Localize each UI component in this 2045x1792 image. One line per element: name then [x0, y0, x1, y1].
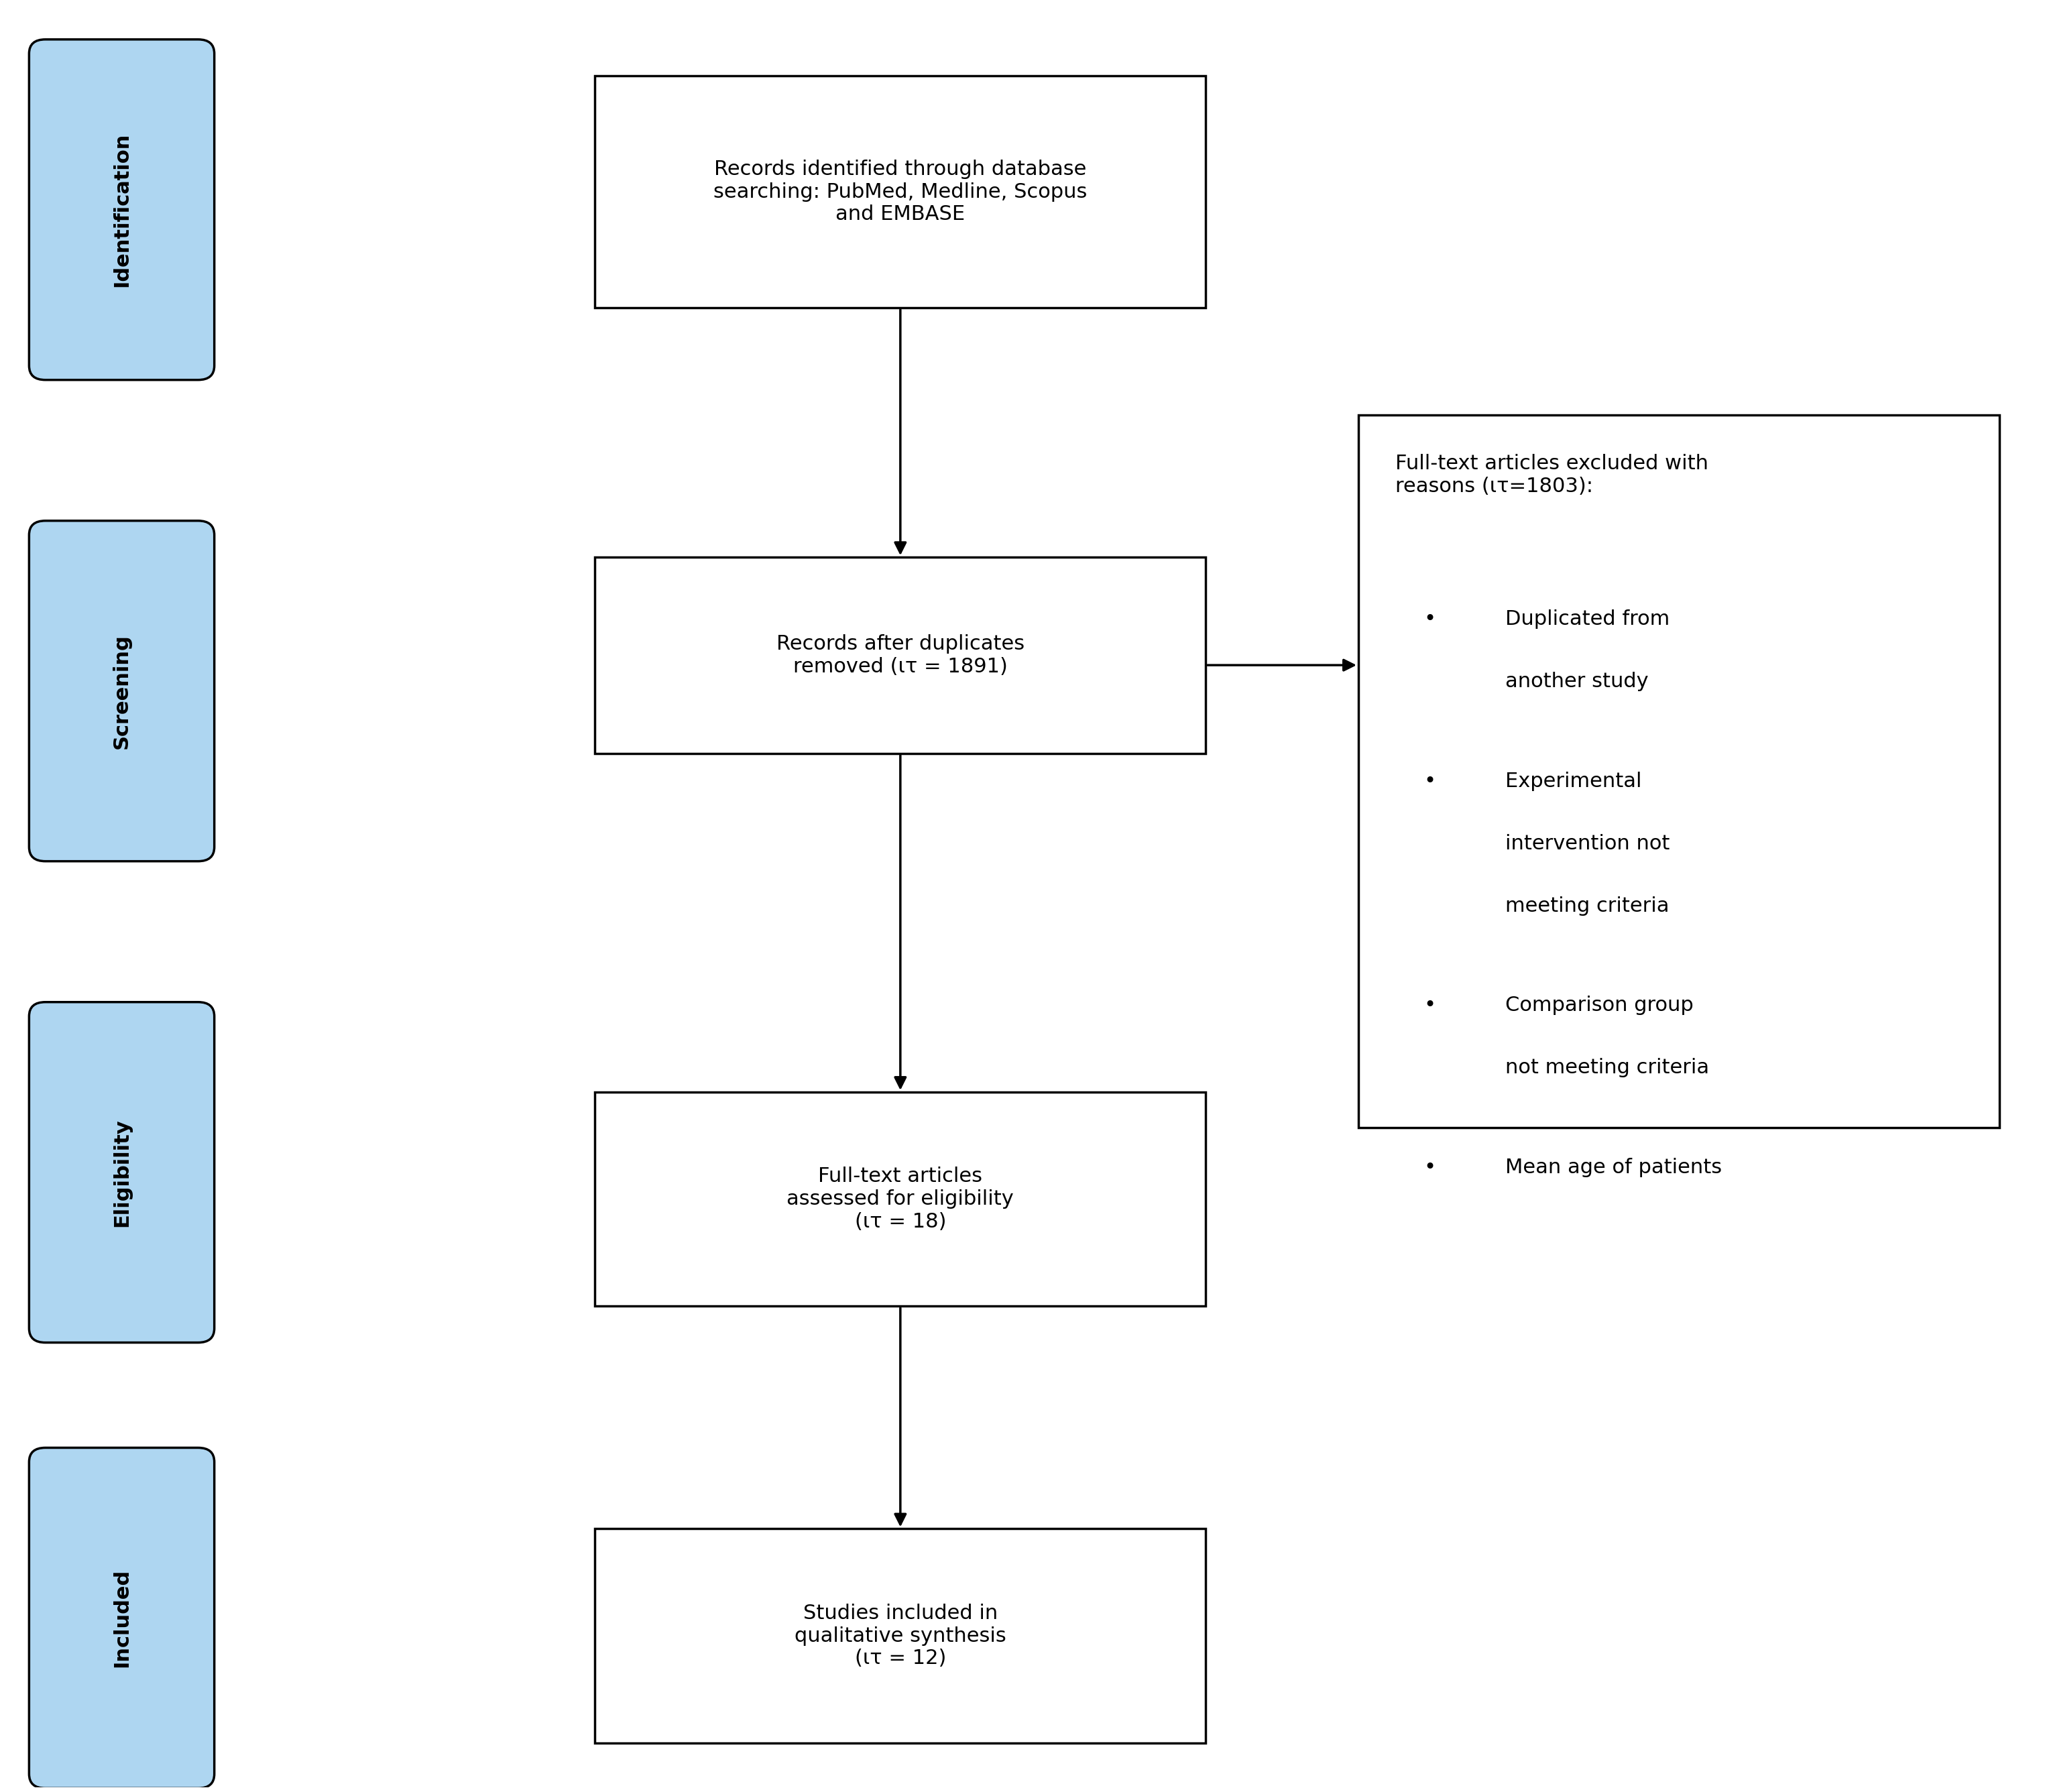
FancyBboxPatch shape	[595, 1091, 1207, 1306]
Text: Duplicated from: Duplicated from	[1505, 609, 1669, 629]
Text: another study: another study	[1505, 672, 1648, 692]
Text: meeting criteria: meeting criteria	[1505, 896, 1669, 916]
FancyBboxPatch shape	[29, 39, 215, 380]
Text: •: •	[1423, 609, 1436, 629]
Text: Full-text articles excluded with
reasons (ιτ=1803):: Full-text articles excluded with reasons…	[1395, 453, 1708, 496]
Text: Included: Included	[112, 1568, 131, 1667]
FancyBboxPatch shape	[595, 557, 1207, 753]
Text: Records identified through database
searching: PubMed, Medline, Scopus
and EMBAS: Records identified through database sear…	[714, 159, 1088, 224]
Text: intervention not: intervention not	[1505, 833, 1669, 853]
Text: Experimental: Experimental	[1505, 772, 1642, 790]
Text: Mean age of patients: Mean age of patients	[1505, 1158, 1722, 1177]
Text: Screening: Screening	[112, 633, 131, 749]
Text: Identification: Identification	[112, 133, 131, 287]
Text: Studies included in
qualitative synthesis
(ιτ = 12): Studies included in qualitative synthesi…	[796, 1604, 1006, 1668]
Text: •: •	[1423, 1158, 1436, 1177]
FancyBboxPatch shape	[29, 1002, 215, 1342]
Text: not meeting criteria: not meeting criteria	[1505, 1057, 1710, 1077]
FancyBboxPatch shape	[29, 521, 215, 862]
Text: Full-text articles
assessed for eligibility
(ιτ = 18): Full-text articles assessed for eligibil…	[787, 1167, 1014, 1231]
FancyBboxPatch shape	[595, 1529, 1207, 1744]
Text: Eligibility: Eligibility	[112, 1118, 131, 1226]
Text: Records after duplicates
removed (ιτ = 1891): Records after duplicates removed (ιτ = 1…	[777, 634, 1025, 676]
Text: •: •	[1423, 772, 1436, 790]
FancyBboxPatch shape	[595, 75, 1207, 308]
FancyBboxPatch shape	[29, 1448, 215, 1788]
Text: Comparison group: Comparison group	[1505, 996, 1693, 1016]
FancyBboxPatch shape	[1358, 414, 2000, 1127]
Text: •: •	[1423, 996, 1436, 1016]
